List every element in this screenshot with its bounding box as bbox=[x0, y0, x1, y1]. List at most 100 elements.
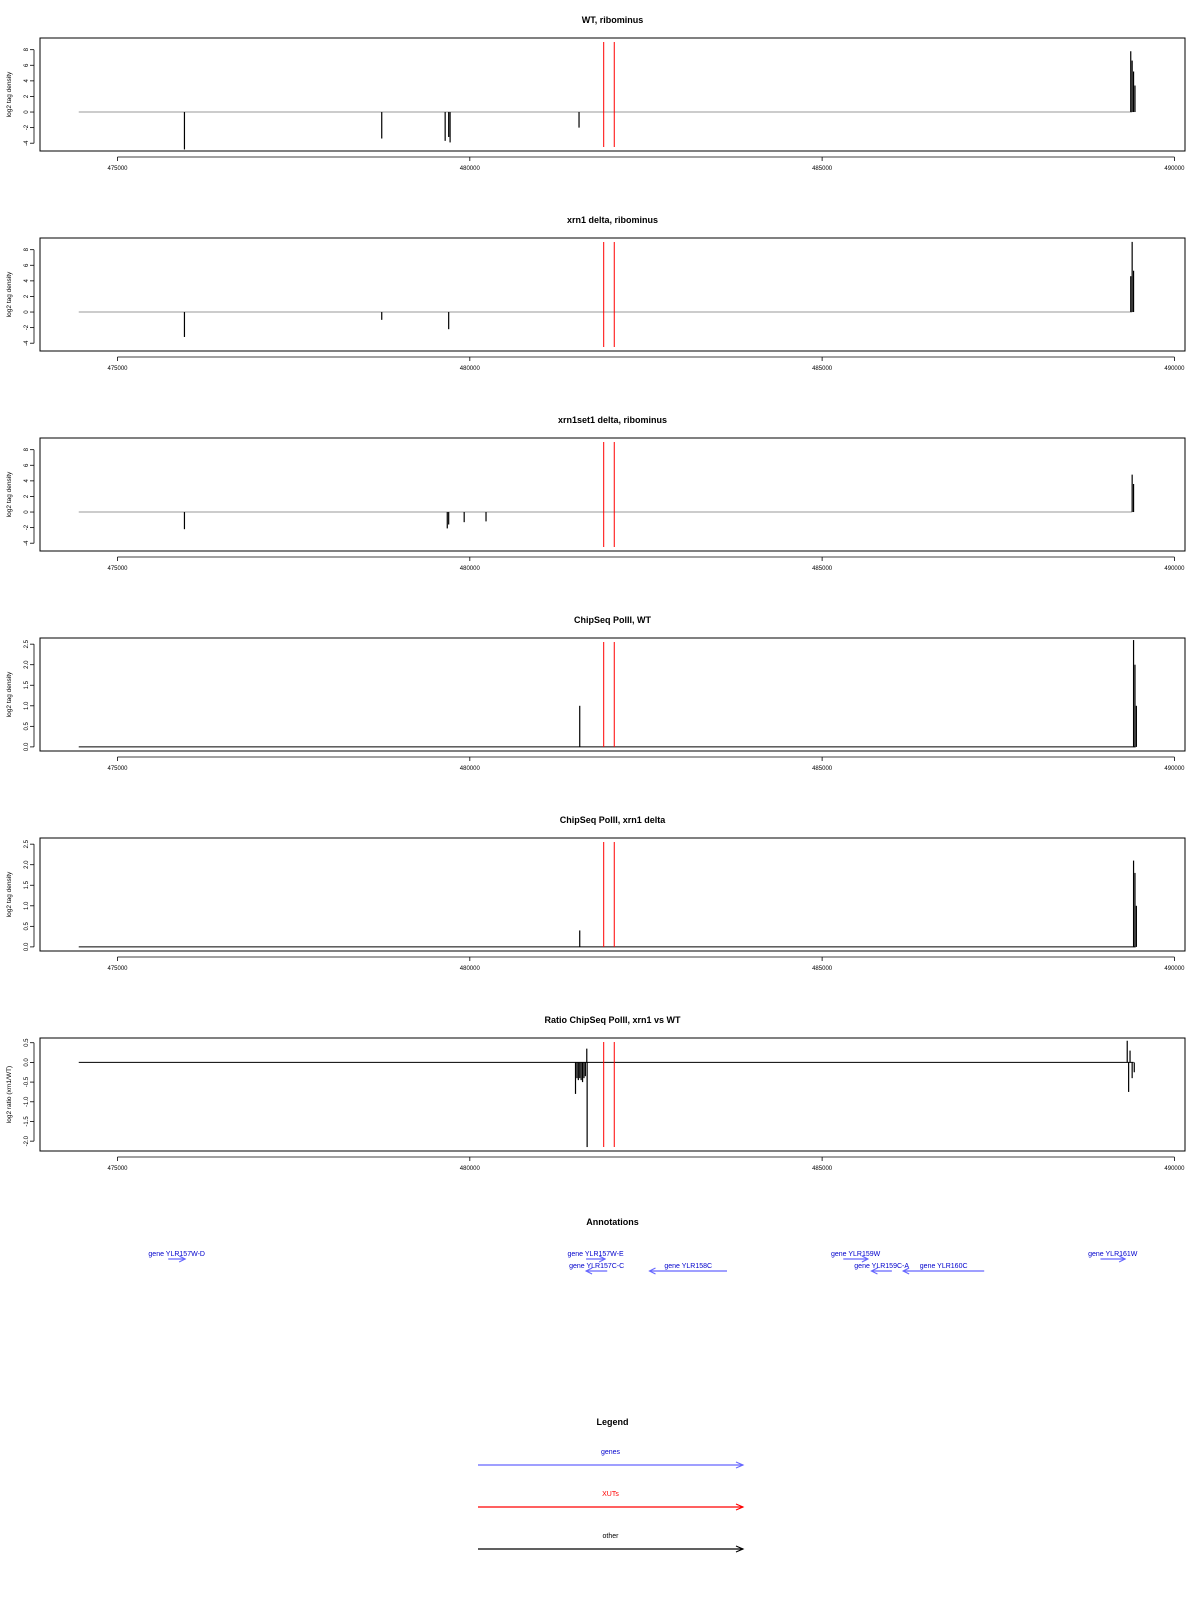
x-tick-label: 475000 bbox=[107, 366, 128, 372]
panel-title: ChipSeq PolII, xrn1 delta bbox=[560, 815, 667, 825]
y-tick-label: 2.5 bbox=[24, 839, 30, 848]
y-axis-label: log2 tag density bbox=[6, 71, 13, 117]
x-tick-label: 475000 bbox=[107, 1166, 128, 1172]
gene-label: gene YLR157C-C bbox=[569, 1263, 624, 1270]
y-tick-label: -1.5 bbox=[24, 1116, 30, 1127]
panel-title: Ratio ChipSeq PolII, xrn1 vs WT bbox=[544, 1015, 681, 1025]
y-tick-label: 0.0 bbox=[24, 942, 30, 951]
x-tick-label: 490000 bbox=[1164, 166, 1185, 172]
y-tick-label: 1.0 bbox=[24, 901, 30, 910]
legend-item: XUTs bbox=[478, 1491, 745, 1511]
y-tick-label: -2 bbox=[24, 324, 30, 330]
plot-frame bbox=[39, 837, 1186, 952]
x-tick-label: 485000 bbox=[812, 366, 833, 372]
y-tick-label: 2.0 bbox=[24, 860, 30, 869]
gene-arrow-head bbox=[648, 1267, 656, 1275]
x-tick-label: 485000 bbox=[812, 966, 833, 972]
y-tick-label: 2 bbox=[24, 94, 30, 98]
panel-6: Ratio ChipSeq PolII, xrn1 vs WT -2.0 -1.5 -… bbox=[6, 1015, 1186, 1172]
gene-arrow-head bbox=[598, 1255, 607, 1263]
y-tick-label: 0 bbox=[24, 510, 30, 514]
y-tick-label: -4 bbox=[24, 340, 30, 346]
x-tick-label: 485000 bbox=[812, 166, 833, 172]
x-tick-label: 490000 bbox=[1164, 366, 1185, 372]
gene-label: gene YLR159C-A bbox=[854, 1263, 909, 1270]
x-tick-label: 475000 bbox=[107, 766, 128, 772]
x-tick-label: 490000 bbox=[1164, 966, 1185, 972]
legend-arrow-head bbox=[735, 1503, 745, 1511]
gene-label: gene YLR157W-E bbox=[568, 1251, 624, 1258]
annotations-track: Annotations gene YLR157W-D gene YLR157W-E g… bbox=[148, 1217, 1138, 1275]
gene-annotation: gene YLR158C bbox=[648, 1263, 727, 1275]
y-tick-label: 2.5 bbox=[24, 639, 30, 648]
panel-5: ChipSeq PolII, xrn1 delta 0.0 0.5 1.0 1.5 2.0… bbox=[6, 815, 1186, 972]
x-tick-label: 485000 bbox=[812, 1166, 833, 1172]
x-tick-label: 490000 bbox=[1164, 566, 1185, 572]
panel-title: WT, ribominus bbox=[582, 15, 644, 25]
y-tick-label: 0 bbox=[24, 310, 30, 314]
plot-frame bbox=[39, 637, 1186, 752]
y-axis-label: log2 tag density bbox=[6, 471, 13, 517]
y-tick-label: 8 bbox=[24, 247, 30, 251]
y-axis-label: log2 tag density bbox=[6, 271, 13, 317]
y-axis-label: log2 tag density bbox=[6, 671, 13, 717]
y-tick-label: 8 bbox=[24, 447, 30, 451]
y-tick-label: 1.0 bbox=[24, 701, 30, 710]
x-tick-label: 480000 bbox=[460, 766, 481, 772]
annotations-title: Annotations bbox=[586, 1217, 639, 1227]
gene-annotation: gene YLR157W-E bbox=[568, 1251, 624, 1263]
y-tick-label: 8 bbox=[24, 47, 30, 51]
x-tick-label: 475000 bbox=[107, 566, 128, 572]
y-tick-label: 6 bbox=[24, 263, 30, 267]
legend-title: Legend bbox=[596, 1417, 628, 1427]
x-tick-label: 480000 bbox=[460, 966, 481, 972]
legend-label: genes bbox=[601, 1449, 621, 1456]
legend-label: XUTs bbox=[602, 1491, 619, 1498]
y-tick-label: 0.5 bbox=[24, 722, 30, 731]
y-tick-label: 0.5 bbox=[24, 922, 30, 931]
y-tick-label: -4 bbox=[24, 140, 30, 146]
x-tick-label: 490000 bbox=[1164, 766, 1185, 772]
y-tick-label: 0 bbox=[24, 110, 30, 114]
y-tick-label: 4 bbox=[24, 479, 30, 483]
y-tick-label: 2 bbox=[24, 494, 30, 498]
y-tick-label: -4 bbox=[24, 540, 30, 546]
legend-item: other bbox=[478, 1533, 745, 1553]
y-axis-label: log2 ratio (xrn1/WT) bbox=[6, 1066, 13, 1123]
legend-item: genes bbox=[478, 1449, 745, 1469]
plot-frame bbox=[39, 37, 1186, 152]
x-tick-label: 480000 bbox=[460, 366, 481, 372]
x-tick-label: 480000 bbox=[460, 566, 481, 572]
gene-annotation: gene YLR159W bbox=[831, 1251, 881, 1263]
gene-label: gene YLR157W-D bbox=[148, 1251, 205, 1258]
gene-arrow-head bbox=[584, 1267, 593, 1275]
y-tick-label: 4 bbox=[24, 79, 30, 83]
gene-arrow-head bbox=[870, 1267, 878, 1275]
gene-arrow-head bbox=[1118, 1255, 1127, 1263]
gene-arrow-head bbox=[861, 1255, 870, 1263]
panel-title: xrn1 delta, ribominus bbox=[567, 215, 658, 225]
legend-arrow-head bbox=[735, 1545, 745, 1553]
gene-annotation: gene YLR157C-C bbox=[569, 1263, 624, 1275]
x-tick-label: 480000 bbox=[460, 166, 481, 172]
panel-2: xrn1 delta, ribominus -4 -2 0 2 4 6 8 log2 tag d… bbox=[6, 215, 1186, 372]
gene-annotation: gene YLR157W-D bbox=[148, 1251, 205, 1263]
x-tick-label: 480000 bbox=[460, 1166, 481, 1172]
legend-label: other bbox=[603, 1533, 620, 1540]
y-tick-label: 0.5 bbox=[24, 1038, 30, 1047]
x-tick-label: 475000 bbox=[107, 966, 128, 972]
y-tick-label: 1.5 bbox=[24, 880, 30, 889]
panel-1: WT, ribominus -4 -2 0 2 4 6 8 log2 tag density 47… bbox=[6, 15, 1186, 172]
y-tick-label: 4 bbox=[24, 279, 30, 283]
y-tick-label: 0.0 bbox=[24, 1058, 30, 1067]
legend-arrow-head bbox=[735, 1461, 745, 1469]
gene-label: gene YLR158C bbox=[664, 1263, 712, 1270]
y-axis-label: log2 tag density bbox=[6, 871, 13, 917]
panel-title: xrn1set1 delta, ribominus bbox=[558, 415, 667, 425]
x-tick-label: 490000 bbox=[1164, 1166, 1185, 1172]
gene-arrow-head bbox=[901, 1267, 910, 1275]
y-tick-label: 2.0 bbox=[24, 660, 30, 669]
y-tick-label: -0.5 bbox=[24, 1076, 30, 1087]
x-tick-label: 485000 bbox=[812, 766, 833, 772]
